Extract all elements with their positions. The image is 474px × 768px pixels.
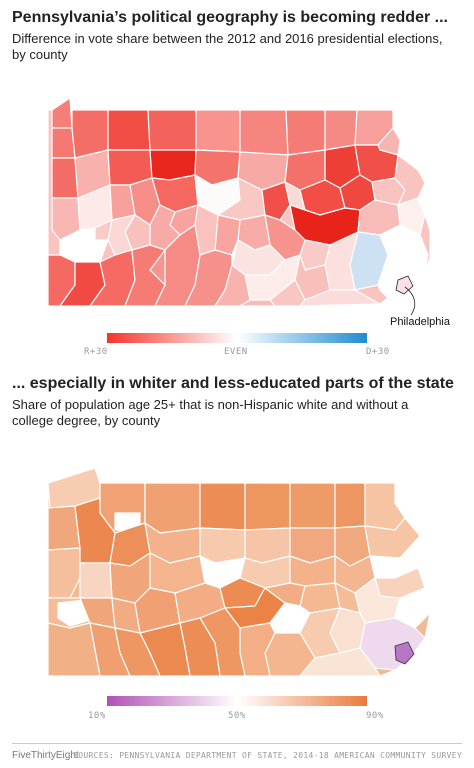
county xyxy=(199,482,246,531)
county xyxy=(144,482,201,534)
county xyxy=(394,641,415,665)
legend-bar-education xyxy=(107,696,367,706)
county xyxy=(239,299,276,307)
county xyxy=(394,587,431,629)
county xyxy=(195,109,241,153)
source-note: SOURCES: PENNSYLVANIA DEPARTMENT OF STAT… xyxy=(73,751,462,760)
county xyxy=(285,109,326,156)
county xyxy=(47,622,101,677)
legend-bar-vote xyxy=(107,333,367,343)
county xyxy=(149,149,197,181)
section2-subtitle: Share of population age 25+ that is non-… xyxy=(12,397,409,428)
county xyxy=(289,482,336,529)
legend-label-right: D+30 xyxy=(366,347,390,357)
county xyxy=(371,177,406,206)
legend-label-left: R+30 xyxy=(84,347,108,357)
legend-label-mid-2: 50% xyxy=(228,711,246,721)
county xyxy=(147,109,197,151)
county xyxy=(334,482,366,529)
footer-divider xyxy=(12,743,462,744)
legend-label-right-2: 90% xyxy=(366,711,384,721)
county xyxy=(299,647,381,677)
county xyxy=(199,527,246,564)
brand-logo: FiveThirtyEight xyxy=(12,750,79,761)
legend-label-mid: EVEN xyxy=(224,347,248,357)
section2-title: ... especially in whiter and less-educat… xyxy=(12,375,454,392)
county xyxy=(397,197,426,236)
county xyxy=(324,109,358,151)
county xyxy=(47,547,81,599)
county xyxy=(51,157,79,199)
section1-subtitle: Difference in vote share between the 201… xyxy=(12,31,443,62)
county xyxy=(51,127,76,159)
county xyxy=(107,109,151,151)
education-map xyxy=(47,467,431,677)
county xyxy=(79,562,113,599)
county xyxy=(299,289,381,307)
vote-shift-map xyxy=(47,97,431,307)
county xyxy=(261,181,291,221)
philadelphia-label: Philadelphia xyxy=(390,316,450,328)
callout-leader xyxy=(404,286,416,316)
county xyxy=(239,109,289,156)
county xyxy=(231,239,239,266)
county xyxy=(244,482,291,531)
county xyxy=(149,249,166,286)
county xyxy=(94,219,113,241)
legend-label-left-2: 10% xyxy=(88,711,106,721)
county xyxy=(364,482,406,531)
county xyxy=(51,97,73,129)
section1-title: Pennsylvania’s political geography is be… xyxy=(12,9,448,26)
